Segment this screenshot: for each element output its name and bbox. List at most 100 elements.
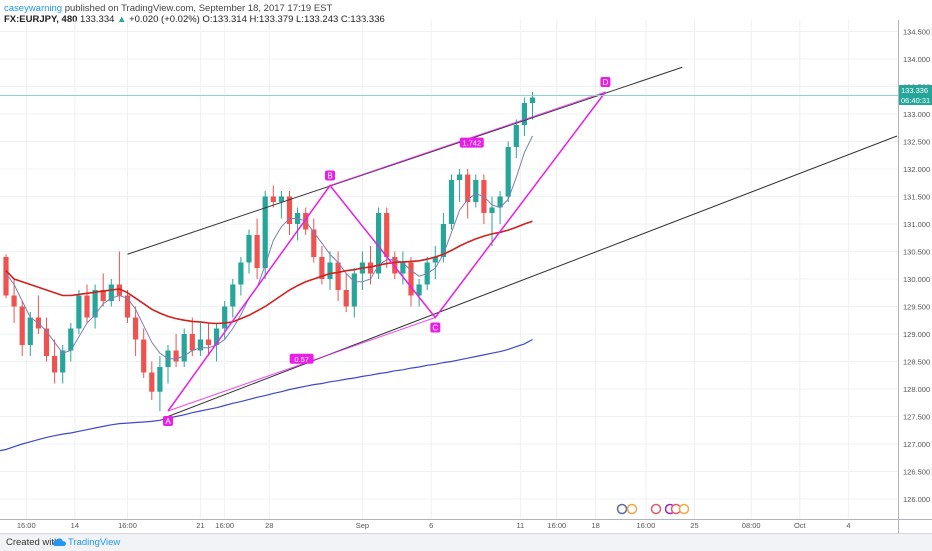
candle-body bbox=[214, 328, 220, 345]
tradingview-cloud-icon[interactable] bbox=[53, 538, 66, 547]
time-tick-label: 16:00 bbox=[637, 521, 656, 530]
candle-body bbox=[92, 290, 98, 318]
candle-body bbox=[157, 367, 163, 392]
ratio-label: 1.742 bbox=[462, 139, 481, 148]
time-axis[interactable]: 16:00 14 16:00 21 16:00 28 Sep 6 11 16:00 18 16:00 2… bbox=[17, 521, 851, 530]
candle-body bbox=[473, 180, 479, 202]
event-icon[interactable] bbox=[678, 503, 690, 515]
low-label: L: bbox=[296, 14, 304, 25]
high-value: 133.379 bbox=[259, 14, 294, 25]
candle-body bbox=[52, 356, 58, 373]
price-tick-label: 130.500 bbox=[903, 248, 930, 257]
time-tick-label: 08:00 bbox=[742, 521, 761, 530]
ac-ratio-line[interactable] bbox=[167, 317, 436, 412]
pattern-point-c-marker[interactable] bbox=[430, 322, 441, 333]
channel-lower-line[interactable] bbox=[167, 135, 898, 417]
time-tick-label: 16:00 bbox=[215, 521, 234, 530]
grid bbox=[0, 20, 898, 519]
price-tick-label: 132.000 bbox=[903, 165, 930, 174]
candle-body bbox=[84, 295, 90, 318]
time-tick-label: 16:00 bbox=[118, 521, 137, 530]
low-value: 133.243 bbox=[303, 14, 339, 25]
candle-body bbox=[238, 262, 244, 285]
candle-body bbox=[457, 174, 463, 180]
candle-body bbox=[384, 213, 390, 257]
pattern-point-a-marker[interactable] bbox=[163, 416, 173, 426]
candle-body bbox=[376, 213, 382, 274]
chart-header: caseywarning published on TradingView.co… bbox=[4, 2, 332, 15]
price-tick-label: 128.500 bbox=[903, 358, 930, 367]
candle-body bbox=[319, 257, 325, 279]
high-label: H: bbox=[249, 14, 260, 25]
candle-body bbox=[262, 196, 268, 268]
time-tick-label: 4 bbox=[846, 521, 850, 530]
event-icon[interactable] bbox=[626, 503, 638, 515]
created-with-text: Created with bbox=[6, 537, 60, 548]
time-tick-label: Sep bbox=[356, 521, 369, 530]
candle-body bbox=[205, 339, 212, 345]
publish-info: published on TradingView.com, September … bbox=[64, 3, 333, 14]
price-tick-label: 134.000 bbox=[903, 55, 930, 64]
author-link[interactable]: caseywarning bbox=[4, 3, 63, 14]
channel-lines[interactable] bbox=[127, 66, 898, 417]
candle-body bbox=[327, 262, 333, 279]
current-price-text: 133.336 bbox=[901, 86, 928, 95]
candle-body bbox=[448, 180, 455, 224]
last-price: 133.334 bbox=[80, 14, 115, 25]
price-tick-label: 130.000 bbox=[903, 275, 930, 284]
event-icon[interactable] bbox=[650, 503, 662, 515]
price-tick-label: 126.000 bbox=[903, 495, 930, 504]
candle-body bbox=[440, 224, 446, 257]
price-tick-label: 134.500 bbox=[903, 28, 930, 37]
pattern-point-b-marker[interactable] bbox=[325, 170, 335, 181]
candle-body bbox=[400, 262, 406, 274]
abcd-pattern[interactable]: A B C D 0.57 1.742 bbox=[163, 77, 611, 426]
candle-body bbox=[124, 295, 131, 318]
price-tick-label: 129.500 bbox=[903, 303, 930, 312]
pattern-point-d-marker[interactable] bbox=[600, 77, 611, 87]
candle-body bbox=[141, 339, 147, 373]
ratio-label-box[interactable] bbox=[459, 137, 484, 148]
price-tick-label: 128.000 bbox=[903, 385, 930, 394]
candle-body bbox=[222, 306, 228, 329]
open-value: 133.314 bbox=[212, 14, 247, 25]
change-arrow-icon: ▲ bbox=[117, 14, 127, 25]
ma-fast-line bbox=[5, 135, 533, 360]
candle-body bbox=[286, 196, 293, 224]
candle-body bbox=[505, 147, 511, 197]
abcd-zigzag-line[interactable] bbox=[167, 91, 606, 412]
price-change: +0.020 (+0.02%) bbox=[129, 14, 200, 25]
symbol-label[interactable]: FX:EURJPY, 480 bbox=[4, 14, 78, 25]
time-tick-label: 6 bbox=[429, 521, 433, 530]
candle-body bbox=[173, 350, 179, 362]
candle-body bbox=[367, 262, 374, 274]
price-chart[interactable]: 126.000 126.500 127.000 127.500 128.000 128.5… bbox=[0, 0, 932, 533]
time-tick-label: Oct bbox=[794, 521, 807, 530]
candle-body bbox=[335, 262, 341, 290]
candle-body bbox=[513, 125, 519, 147]
time-tick-label: 16:00 bbox=[547, 521, 566, 530]
candle-body bbox=[3, 257, 9, 296]
countdown-text: 06:40:31 bbox=[901, 96, 930, 105]
ma-slow-line bbox=[0, 338, 533, 452]
candle-body bbox=[489, 207, 495, 213]
footer-bar: Created with TradingView bbox=[0, 533, 932, 551]
tradingview-brand[interactable]: TradingView bbox=[68, 537, 121, 548]
event-icon[interactable] bbox=[616, 503, 628, 515]
ratio-label-box[interactable] bbox=[289, 353, 314, 364]
candle-body bbox=[230, 284, 236, 307]
price-tick-label: 127.500 bbox=[903, 413, 930, 422]
close-value: 133.336 bbox=[350, 14, 385, 25]
channel-upper-line[interactable] bbox=[127, 66, 683, 255]
pattern-point-label: A bbox=[165, 417, 171, 426]
event-icons[interactable] bbox=[616, 503, 690, 515]
price-tick-label: 129.000 bbox=[903, 330, 930, 339]
candle-body bbox=[189, 334, 195, 351]
candle-body bbox=[432, 257, 438, 263]
candle-body bbox=[197, 339, 203, 351]
ohlc-legend: FX:EURJPY, 480 133.334 ▲ +0.020 (+0.02%)… bbox=[4, 13, 385, 26]
pattern-point-label: B bbox=[327, 172, 332, 181]
candle-body bbox=[246, 235, 252, 263]
candle-body bbox=[27, 317, 33, 345]
candle-body bbox=[270, 196, 276, 202]
